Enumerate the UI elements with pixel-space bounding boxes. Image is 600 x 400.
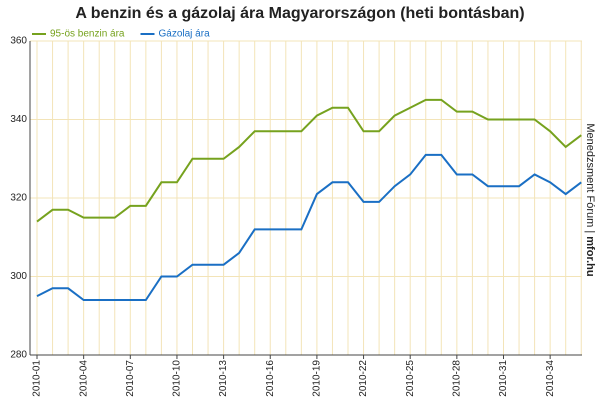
legend-label: Gázolaj ára: [159, 29, 211, 40]
series-line: [36, 153, 582, 302]
y-tick-label: 300: [10, 271, 27, 282]
x-tick-label: 2010-07: [125, 360, 136, 397]
y-tick-label: 360: [10, 36, 27, 47]
y-tick-label: 320: [10, 193, 27, 204]
x-tick-label: 2010-22: [358, 360, 369, 397]
x-tick-label: 2010-25: [405, 360, 416, 397]
source: Menedzsment Fórum | mfor.hu: [584, 123, 596, 276]
x-tick-label: 2010-01: [32, 360, 43, 397]
x-tick-label: 2010-28: [451, 360, 462, 397]
series-line: [36, 98, 582, 223]
x-tick-label: 2010-13: [218, 360, 229, 397]
x-tick-label: 2010-16: [265, 360, 276, 397]
source-site: mfor.hu: [584, 236, 596, 276]
y-tick-label: 340: [10, 114, 27, 125]
x-tick-label: 2010-04: [78, 360, 89, 397]
x-tick-label: 2010-19: [312, 360, 323, 397]
x-tick-label: 2010-34: [545, 360, 556, 397]
y-tick-label: 280: [10, 350, 27, 361]
legend-label: 95-ös benzin ára: [50, 29, 125, 40]
x-tick-label: 2010-31: [498, 360, 509, 397]
source-name: Menedzsment Fórum |: [584, 123, 596, 236]
x-tick-label: 2010-10: [172, 360, 183, 397]
chart-title: A benzin és a gázolaj ára Magyarországon…: [75, 5, 524, 22]
